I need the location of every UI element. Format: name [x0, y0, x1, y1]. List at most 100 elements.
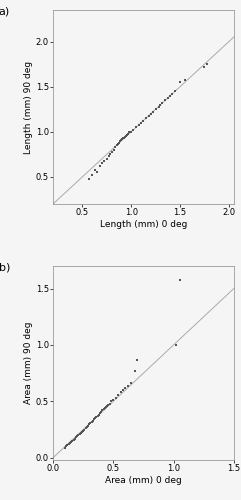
Point [96, 412, 100, 420]
Point [117, 140, 120, 147]
Point [173, 87, 177, 95]
Point [105, 155, 109, 163]
Point [105, 402, 109, 410]
Point [134, 124, 138, 132]
Text: b): b) [0, 262, 10, 272]
Point [124, 132, 128, 140]
Point [154, 105, 158, 113]
Point [92, 416, 96, 424]
Point [100, 160, 104, 168]
Point [147, 112, 151, 120]
Point [94, 413, 98, 421]
Point [100, 406, 104, 414]
Point [98, 408, 102, 416]
Point [90, 418, 94, 426]
Point [66, 442, 69, 450]
Point [166, 94, 170, 102]
Point [70, 437, 74, 445]
Point [88, 419, 92, 427]
Point [102, 406, 106, 413]
Point [68, 439, 72, 447]
Point [121, 134, 125, 142]
Point [168, 92, 172, 100]
Point [122, 134, 126, 142]
Point [67, 440, 71, 448]
Point [161, 99, 164, 107]
Point [87, 420, 91, 428]
Point [107, 400, 110, 408]
Point [115, 142, 119, 150]
Point [170, 90, 174, 98]
Point [76, 431, 80, 439]
Point [119, 388, 122, 396]
Point [151, 108, 155, 116]
Point [75, 432, 79, 440]
Point [91, 416, 95, 424]
Y-axis label: Length (mm) 90 deg: Length (mm) 90 deg [24, 60, 33, 154]
Point [82, 426, 86, 434]
Point [123, 133, 127, 141]
Point [163, 96, 167, 104]
Point [90, 171, 94, 179]
Point [98, 162, 102, 170]
Point [127, 128, 131, 136]
Point [139, 119, 143, 127]
Point [85, 424, 89, 432]
Point [135, 356, 139, 364]
Point [109, 398, 113, 406]
Point [157, 102, 161, 110]
Point [129, 128, 133, 136]
Point [178, 78, 182, 86]
Point [72, 436, 75, 444]
Point [131, 126, 135, 134]
Point [108, 400, 112, 407]
Point [110, 148, 114, 156]
Point [174, 341, 178, 349]
Point [64, 442, 68, 450]
Point [80, 428, 84, 436]
Point [104, 403, 108, 411]
Point [113, 143, 116, 151]
Point [108, 150, 112, 158]
Point [144, 114, 148, 122]
Point [120, 135, 124, 143]
Point [178, 276, 181, 283]
Point [86, 422, 90, 430]
Point [112, 146, 115, 154]
Point [74, 434, 78, 442]
Point [149, 110, 153, 118]
Point [118, 138, 121, 146]
Point [126, 130, 130, 138]
Point [159, 100, 162, 108]
Point [126, 382, 130, 390]
Point [73, 434, 77, 442]
Point [137, 120, 141, 128]
Point [103, 404, 107, 412]
Point [84, 424, 87, 432]
Text: a): a) [0, 6, 10, 16]
Point [119, 137, 122, 145]
Point [69, 438, 73, 446]
Point [202, 63, 206, 71]
Point [111, 396, 115, 404]
Point [133, 367, 137, 375]
Point [114, 394, 118, 402]
Y-axis label: Area (mm) 90 deg: Area (mm) 90 deg [24, 322, 33, 404]
Point [116, 390, 120, 398]
Point [97, 411, 101, 419]
Point [87, 174, 91, 182]
Point [123, 384, 127, 392]
Point [79, 429, 83, 437]
Point [121, 386, 125, 394]
Point [206, 60, 209, 68]
Point [107, 152, 111, 160]
Point [99, 408, 103, 416]
Point [125, 132, 129, 140]
Point [120, 136, 123, 144]
Point [102, 156, 106, 164]
Point [78, 430, 81, 438]
Point [63, 444, 67, 452]
Point [93, 414, 97, 422]
Point [95, 168, 99, 176]
Point [93, 166, 97, 173]
